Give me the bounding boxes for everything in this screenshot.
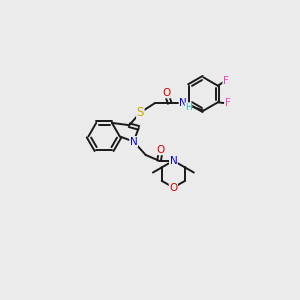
Text: N: N [130,136,137,147]
Text: S: S [137,106,144,119]
Text: O: O [157,145,165,155]
Text: N: N [179,98,187,108]
Text: O: O [162,88,170,98]
Text: F: F [223,76,229,85]
Text: F: F [225,98,230,109]
Text: O: O [169,182,178,193]
Text: H: H [185,103,192,112]
Text: N: N [169,156,177,166]
